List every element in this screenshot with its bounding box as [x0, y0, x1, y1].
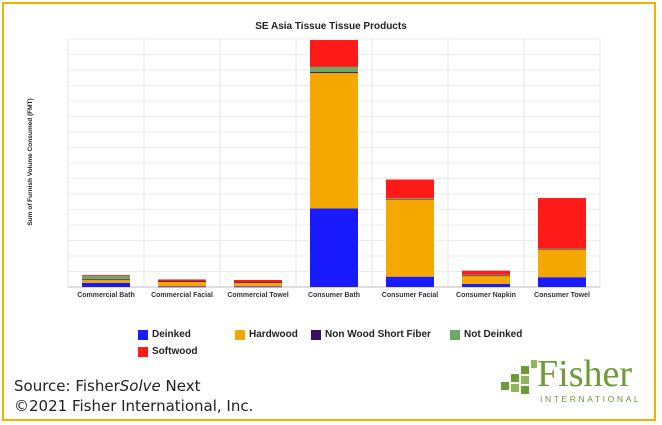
- bar-segment-softwood: [386, 179, 434, 199]
- bars-group: [82, 40, 586, 288]
- legend-item-not-deinked: Not Deinked: [450, 329, 522, 340]
- legend-label: Hardwood: [249, 329, 298, 340]
- bar-segment-hardwood: [538, 249, 586, 278]
- bar-segment-hardwood: [462, 275, 510, 284]
- bar-segment-softwood: [538, 198, 586, 249]
- x-tick-label: Commercial Facial: [151, 292, 213, 299]
- legend-item-hardwood: Hardwood: [235, 329, 298, 340]
- legend-swatch: [138, 346, 148, 357]
- bar-segment-not-deinked: [386, 198, 434, 199]
- source-suffix: Next: [160, 377, 201, 395]
- bar-segment-non-wood-short-fiber: [82, 279, 130, 281]
- bar-segment-deinked: [310, 208, 358, 287]
- bar-segment-hardwood: [386, 199, 434, 277]
- x-tick-label: Consumer Towel: [534, 292, 590, 299]
- bar-segment-deinked: [538, 277, 586, 287]
- bar-segment-not-deinked: [82, 276, 130, 280]
- bar-segment-not-deinked: [462, 274, 510, 276]
- legend-label: Softwood: [152, 346, 198, 357]
- legend-swatch: [450, 329, 460, 340]
- bar-segment-softwood: [82, 275, 130, 277]
- bar-segment-hardwood: [82, 279, 130, 283]
- bar-segment-softwood: [310, 40, 358, 67]
- bar-segment-non-wood-short-fiber: [386, 198, 434, 200]
- logo-bars-icon: [501, 360, 537, 394]
- legend-item-non-wood-short-fiber: Non Wood Short Fiber: [311, 329, 431, 340]
- bar-segment-softwood: [158, 279, 206, 282]
- logo-word: Fisher: [537, 353, 632, 395]
- bar-segment-not-deinked: [310, 66, 358, 73]
- bar-segment-hardwood: [310, 73, 358, 209]
- source-prefix: Source: Fisher: [14, 377, 120, 395]
- x-tick-label: Consumer Bath: [308, 292, 360, 299]
- bar-segment-deinked: [462, 283, 510, 287]
- legend-label: Deinked: [152, 329, 191, 340]
- bar-segment-softwood: [234, 279, 282, 283]
- bar-segment-not-deinked: [538, 248, 586, 250]
- bar-segment-non-wood-short-fiber: [234, 282, 282, 283]
- source-italic: Solve: [119, 377, 161, 395]
- legend-label: Not Deinked: [464, 329, 523, 340]
- bar-segment-non-wood-short-fiber: [462, 275, 510, 277]
- legend-item-deinked: Deinked: [138, 329, 191, 340]
- legend-swatch: [311, 329, 321, 340]
- bar-segment-non-wood-short-fiber: [310, 72, 358, 74]
- logo-sub: INTERNATIONAL: [540, 394, 642, 404]
- bar-segment-hardwood: [234, 282, 282, 287]
- x-tick-labels: Commercial Bath Commercial Facial Commerci…: [77, 292, 590, 299]
- source-note: Source: FisherSolve Next ©2021 Fisher In…: [14, 376, 253, 416]
- bar-segment-non-wood-short-fiber: [158, 281, 206, 282]
- legend-swatch: [235, 329, 245, 340]
- x-tick-label: Consumer Napkin: [456, 292, 516, 299]
- bar-segment-deinked: [386, 276, 434, 287]
- legend: Deinked Hardwood Non Wood Short Fiber Not D…: [138, 329, 558, 363]
- fisher-logo: Fisher INTERNATIONAL: [497, 352, 647, 410]
- legend-item-softwood: Softwood: [138, 346, 198, 357]
- chart-frame: [2, 2, 656, 421]
- legend-label: Non Wood Short Fiber: [325, 329, 431, 340]
- chart-title: SE Asia Tissue Tissue Products: [255, 21, 407, 32]
- bar-segment-deinked: [158, 286, 206, 288]
- copyright: ©2021 Fisher International, Inc.: [14, 397, 254, 415]
- bar-segment-deinked: [234, 286, 282, 288]
- bar-segment-deinked: [82, 282, 130, 287]
- legend-swatch: [138, 329, 148, 340]
- x-tick-label: Commercial Bath: [77, 292, 135, 299]
- bar-segment-hardwood: [158, 281, 206, 287]
- bar-segment-softwood: [462, 270, 510, 275]
- y-axis-label: Sum of Furnish Volume Consumed (FMT): [27, 98, 34, 225]
- x-tick-label: Consumer Facial: [382, 292, 438, 299]
- x-tick-label: Commercial Towel: [227, 292, 288, 299]
